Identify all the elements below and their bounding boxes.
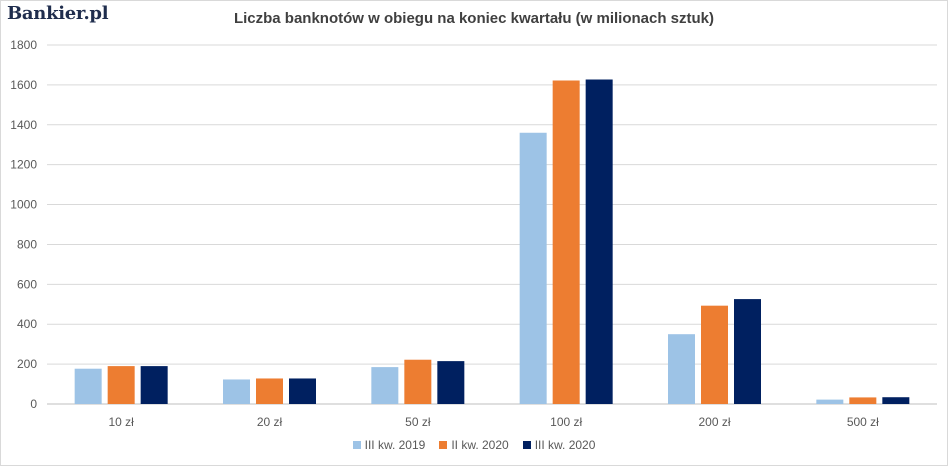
- legend-item: III kw. 2020: [522, 438, 596, 452]
- y-tick-label: 400: [17, 317, 37, 331]
- bar-2-4: [552, 80, 580, 405]
- bar-3-2: [289, 378, 316, 404]
- bar-1-2: [223, 379, 250, 404]
- bar-2-6: [849, 397, 877, 404]
- legend-label: II kw. 2020: [451, 438, 509, 452]
- y-tick-label: 1600: [10, 78, 37, 92]
- x-tick-label: 100 zł: [550, 415, 582, 429]
- bar-1-4: [519, 132, 547, 404]
- bar-1-1: [74, 368, 102, 404]
- bar-2-1: [107, 366, 135, 404]
- bar-1-6: [816, 399, 844, 404]
- bar-3-5: [734, 299, 761, 404]
- legend-item: III kw. 2019: [352, 438, 426, 452]
- bar-3-1: [140, 366, 168, 404]
- y-tick-label: 1800: [10, 38, 37, 52]
- x-tick-label: 200 zł: [698, 415, 730, 429]
- legend-label: III kw. 2020: [534, 438, 596, 452]
- y-tick-label: 600: [17, 277, 37, 291]
- chart-legend: III kw. 2019 II kw. 2020 III kw. 2020: [0, 438, 948, 452]
- bar-3-4: [585, 79, 613, 404]
- y-tick-label: 1400: [10, 118, 37, 132]
- bar-3-3: [437, 361, 465, 404]
- bar-2-5: [701, 305, 728, 404]
- bankier-logo: Bankier.pl: [7, 3, 109, 24]
- legend-swatch: [522, 441, 531, 449]
- y-tick-label: 0: [30, 397, 37, 411]
- x-tick-label: 50 zł: [405, 415, 431, 429]
- legend-label: III kw. 2019: [364, 438, 426, 452]
- y-tick-label: 800: [17, 237, 37, 251]
- legend-swatch: [352, 441, 361, 449]
- x-tick-label: 20 zł: [257, 415, 283, 429]
- chart-title: Liczba banknotów w obiegu na koniec kwar…: [233, 10, 715, 27]
- y-tick-label: 200: [17, 357, 37, 371]
- y-tick-label: 1200: [10, 158, 37, 172]
- bar-2-3: [404, 359, 432, 404]
- x-tick-label: 10 zł: [108, 415, 134, 429]
- bar-1-3: [371, 367, 399, 404]
- bar-2-2: [256, 378, 283, 404]
- x-tick-label: 500 zł: [847, 415, 879, 429]
- legend-item: II kw. 2020: [439, 438, 509, 452]
- legend-swatch: [439, 441, 448, 449]
- y-tick-label: 1000: [10, 198, 37, 212]
- bar-1-5: [668, 334, 695, 404]
- bar-3-6: [882, 397, 910, 404]
